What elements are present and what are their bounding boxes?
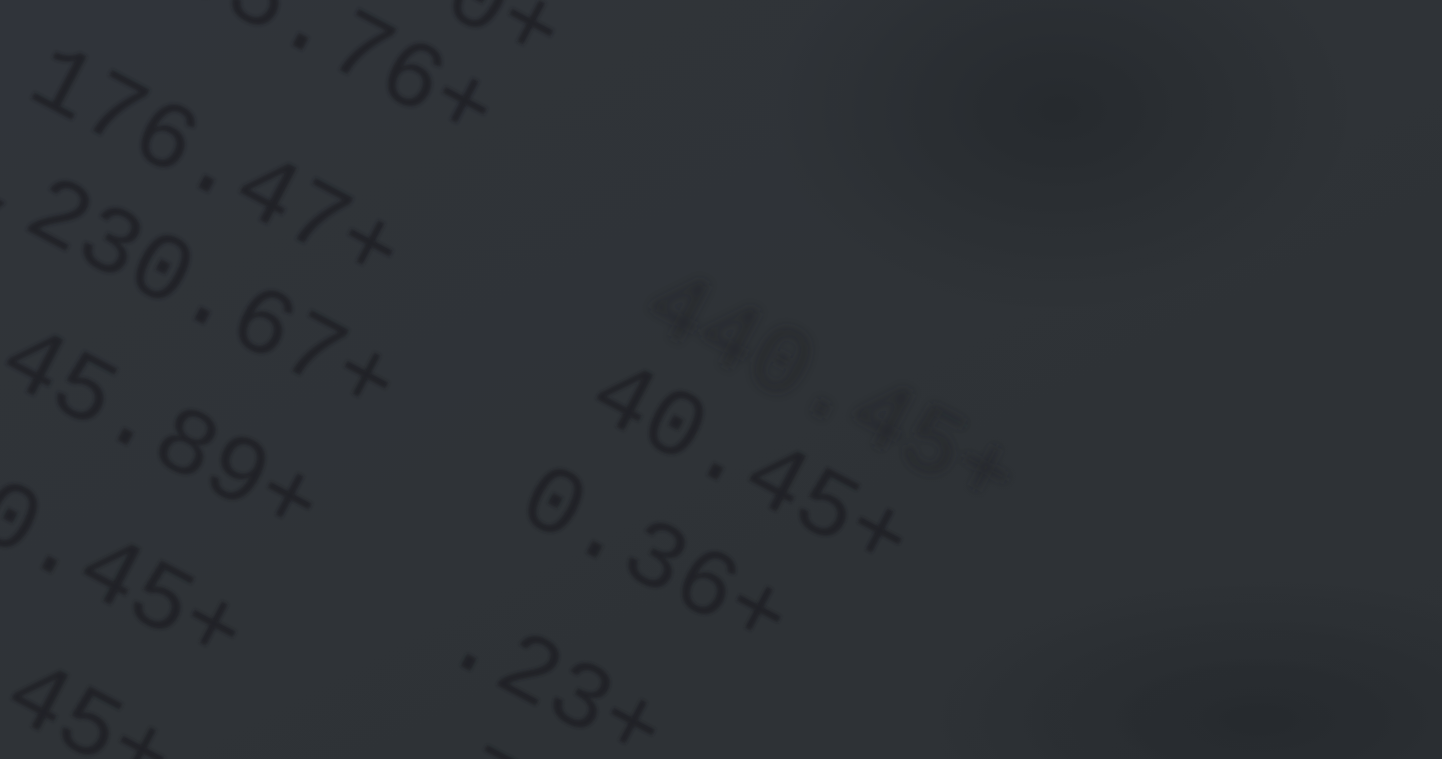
shadow xyxy=(770,0,1350,310)
shadow xyxy=(930,580,1442,759)
